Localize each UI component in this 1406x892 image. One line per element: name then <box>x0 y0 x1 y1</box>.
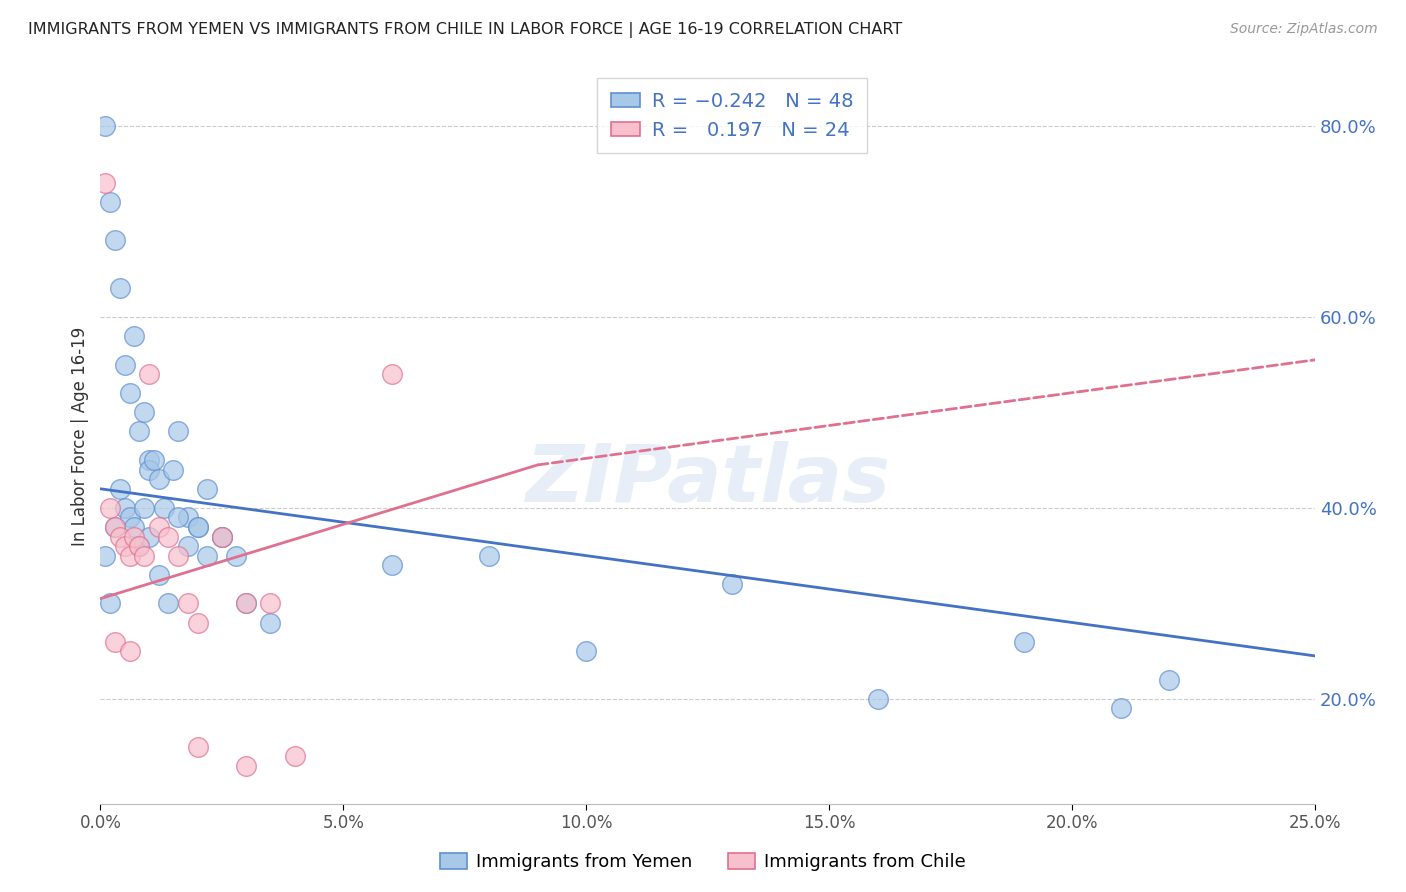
Point <box>162 463 184 477</box>
Point <box>721 577 744 591</box>
Point <box>114 358 136 372</box>
Point <box>118 510 141 524</box>
Point <box>284 749 307 764</box>
Point <box>186 520 208 534</box>
Point <box>104 634 127 648</box>
Point <box>167 510 190 524</box>
Point <box>235 596 257 610</box>
Point <box>124 329 146 343</box>
Point <box>157 596 180 610</box>
Point <box>211 530 233 544</box>
Point <box>132 549 155 563</box>
Legend: R = −0.242   N = 48, R =   0.197   N = 24: R = −0.242 N = 48, R = 0.197 N = 24 <box>598 78 868 153</box>
Point <box>157 530 180 544</box>
Point <box>94 176 117 190</box>
Point <box>186 520 208 534</box>
Point <box>108 530 131 544</box>
Point <box>138 453 160 467</box>
Point <box>381 558 404 573</box>
Point <box>148 567 170 582</box>
Point <box>235 758 257 772</box>
Point <box>132 405 155 419</box>
Point <box>195 549 218 563</box>
Point <box>478 549 501 563</box>
Text: ZIPatlas: ZIPatlas <box>526 442 890 519</box>
Point <box>108 281 131 295</box>
Point <box>142 453 165 467</box>
Point <box>128 539 150 553</box>
Point <box>259 615 281 630</box>
Point <box>177 510 200 524</box>
Point <box>94 549 117 563</box>
Point <box>124 530 146 544</box>
Point <box>114 500 136 515</box>
Point <box>98 596 121 610</box>
Point <box>225 549 247 563</box>
Point <box>108 482 131 496</box>
Point <box>98 195 121 210</box>
Point <box>381 367 404 381</box>
Point <box>211 530 233 544</box>
Point <box>177 539 200 553</box>
Point <box>1159 673 1181 687</box>
Point <box>1109 701 1132 715</box>
Point <box>148 520 170 534</box>
Point <box>186 615 208 630</box>
Point <box>128 539 150 553</box>
Text: Source: ZipAtlas.com: Source: ZipAtlas.com <box>1230 22 1378 37</box>
Point <box>114 539 136 553</box>
Point <box>1012 634 1035 648</box>
Point <box>167 549 190 563</box>
Point <box>866 692 889 706</box>
Point <box>132 500 155 515</box>
Point <box>152 500 174 515</box>
Point <box>259 596 281 610</box>
Point <box>98 500 121 515</box>
Point <box>94 119 117 133</box>
Point <box>104 520 127 534</box>
Point <box>211 530 233 544</box>
Point <box>128 425 150 439</box>
Point <box>104 234 127 248</box>
Point <box>235 596 257 610</box>
Point <box>186 739 208 754</box>
Point <box>177 596 200 610</box>
Point <box>148 472 170 486</box>
Point <box>167 425 190 439</box>
Point <box>118 549 141 563</box>
Legend: Immigrants from Yemen, Immigrants from Chile: Immigrants from Yemen, Immigrants from C… <box>433 846 973 879</box>
Y-axis label: In Labor Force | Age 16-19: In Labor Force | Age 16-19 <box>72 326 89 546</box>
Point <box>138 367 160 381</box>
Point <box>195 482 218 496</box>
Point <box>118 644 141 658</box>
Point <box>104 520 127 534</box>
Text: IMMIGRANTS FROM YEMEN VS IMMIGRANTS FROM CHILE IN LABOR FORCE | AGE 16-19 CORREL: IMMIGRANTS FROM YEMEN VS IMMIGRANTS FROM… <box>28 22 903 38</box>
Point <box>138 463 160 477</box>
Point <box>138 530 160 544</box>
Point <box>124 520 146 534</box>
Point <box>118 386 141 401</box>
Point <box>575 644 598 658</box>
